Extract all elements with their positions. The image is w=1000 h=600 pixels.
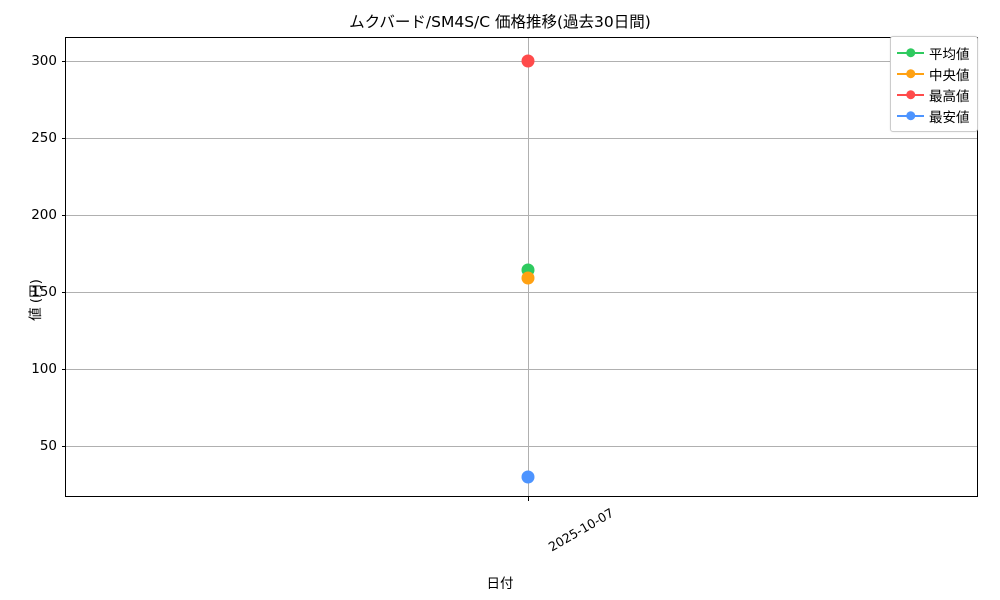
y-tick-label-250: 250 [31,130,57,146]
gridline-50 [66,446,977,447]
legend-marker-icon [897,88,924,101]
legend-item-median[interactable]: 中央値 [897,63,971,84]
y-tick-mark-150 [61,292,66,293]
gridline-100 [66,369,977,370]
chart-legend: 平均値 中央値 最高値 最安値 [890,36,978,132]
legend-label-max: 最高値 [929,88,970,105]
gridline-200 [66,215,977,216]
legend-item-average[interactable]: 平均値 [897,42,971,63]
y-tick-mark-100 [61,369,66,370]
legend-label-min: 最安値 [929,109,970,126]
legend-label-median: 中央値 [929,67,970,84]
plot-area: 300 250 200 150 100 50 [31,37,978,554]
y-tick-mark-250 [61,138,66,139]
y-tick-mark-50 [61,446,66,447]
legend-marker-icon [897,67,924,80]
data-point-min [521,470,535,484]
legend-marker-icon [897,109,924,122]
y-tick-label-100: 100 [31,361,57,377]
x-axis-label: 日付 [486,576,514,592]
y-tick-mark-300 [61,61,66,62]
gridline-250 [66,138,977,139]
x-tick-label-0: 2025-10-07 [545,505,617,555]
legend-marker-icon [897,46,924,59]
data-point-max [521,54,535,68]
y-tick-label-150: 150 [31,284,57,300]
legend-label-average: 平均値 [929,46,970,63]
legend-item-max[interactable]: 最高値 [897,84,971,105]
chart-title: ムクバード/SM4S/C 価格推移(過去30日間) [349,13,651,31]
data-point-median [521,271,535,285]
y-tick-label-300: 300 [31,53,57,69]
y-tick-mark-200 [61,215,66,216]
y-tick-label-50: 50 [39,438,57,454]
gridline-150 [66,292,977,293]
y-tick-label-200: 200 [31,207,57,223]
legend-item-min[interactable]: 最安値 [897,105,971,126]
x-tick-mark-0 [528,496,529,501]
